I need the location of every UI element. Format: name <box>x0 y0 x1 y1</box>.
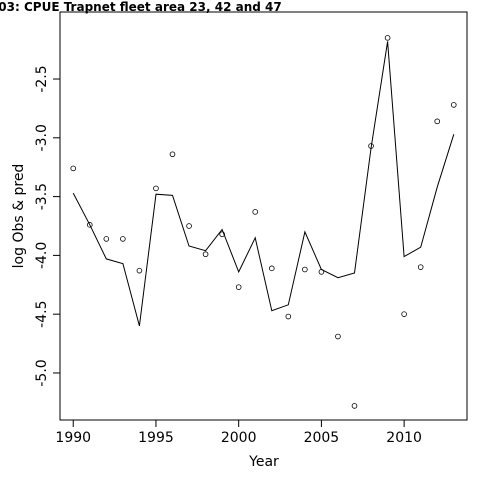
observed-point <box>219 231 225 238</box>
predicted-series <box>72 41 455 327</box>
observed-series <box>70 35 457 409</box>
observed-point <box>417 264 424 270</box>
y-tick-label: -5.0 <box>34 359 50 386</box>
y-tick-label: -4.5 <box>34 301 50 328</box>
observed-point <box>235 284 242 290</box>
observed-point <box>103 236 110 242</box>
x-tick-label: 2000 <box>221 430 257 446</box>
observed-point <box>120 236 126 242</box>
y-tick-label: -4.0 <box>34 242 50 269</box>
observed-point <box>318 269 325 275</box>
observed-point <box>450 102 457 108</box>
observed-point <box>302 266 308 273</box>
x-axis: 1990 1995 2000 2005 2010 <box>55 419 422 446</box>
observed-point <box>252 209 259 215</box>
y-axis-label: log Obs & pred <box>11 164 27 269</box>
x-axis-label: Year <box>248 454 279 470</box>
x-tick-label: 2010 <box>386 430 422 446</box>
x-tick-label: 2005 <box>304 430 340 446</box>
observed-point <box>384 35 391 41</box>
observed-point <box>70 165 77 172</box>
observed-point <box>136 267 143 274</box>
predicted-line <box>72 41 455 327</box>
observed-point <box>401 311 407 317</box>
observed-point <box>169 151 176 158</box>
y-axis: -5.0 -4.5 -4.0 -3.5 -3.0 -2.5 <box>34 65 61 387</box>
observed-point <box>351 403 358 409</box>
observed-point <box>285 313 292 320</box>
observed-point <box>86 222 93 228</box>
observed-point <box>186 223 192 229</box>
y-tick-label: -3.0 <box>34 124 50 151</box>
x-tick-label: 1990 <box>55 430 91 446</box>
observed-point <box>368 143 374 149</box>
y-tick-label: -3.5 <box>34 183 50 210</box>
observed-point <box>335 333 341 340</box>
plot-frame <box>59 11 468 421</box>
observed-point <box>202 251 209 258</box>
observed-point <box>268 265 275 272</box>
observed-point <box>434 118 441 125</box>
observed-point <box>153 185 159 192</box>
x-tick-label: 1995 <box>138 430 174 446</box>
y-tick-label: -2.5 <box>34 65 50 92</box>
chart-title: 03: CPUE Trapnet fleet area 23, 42 and 4… <box>0 0 282 14</box>
